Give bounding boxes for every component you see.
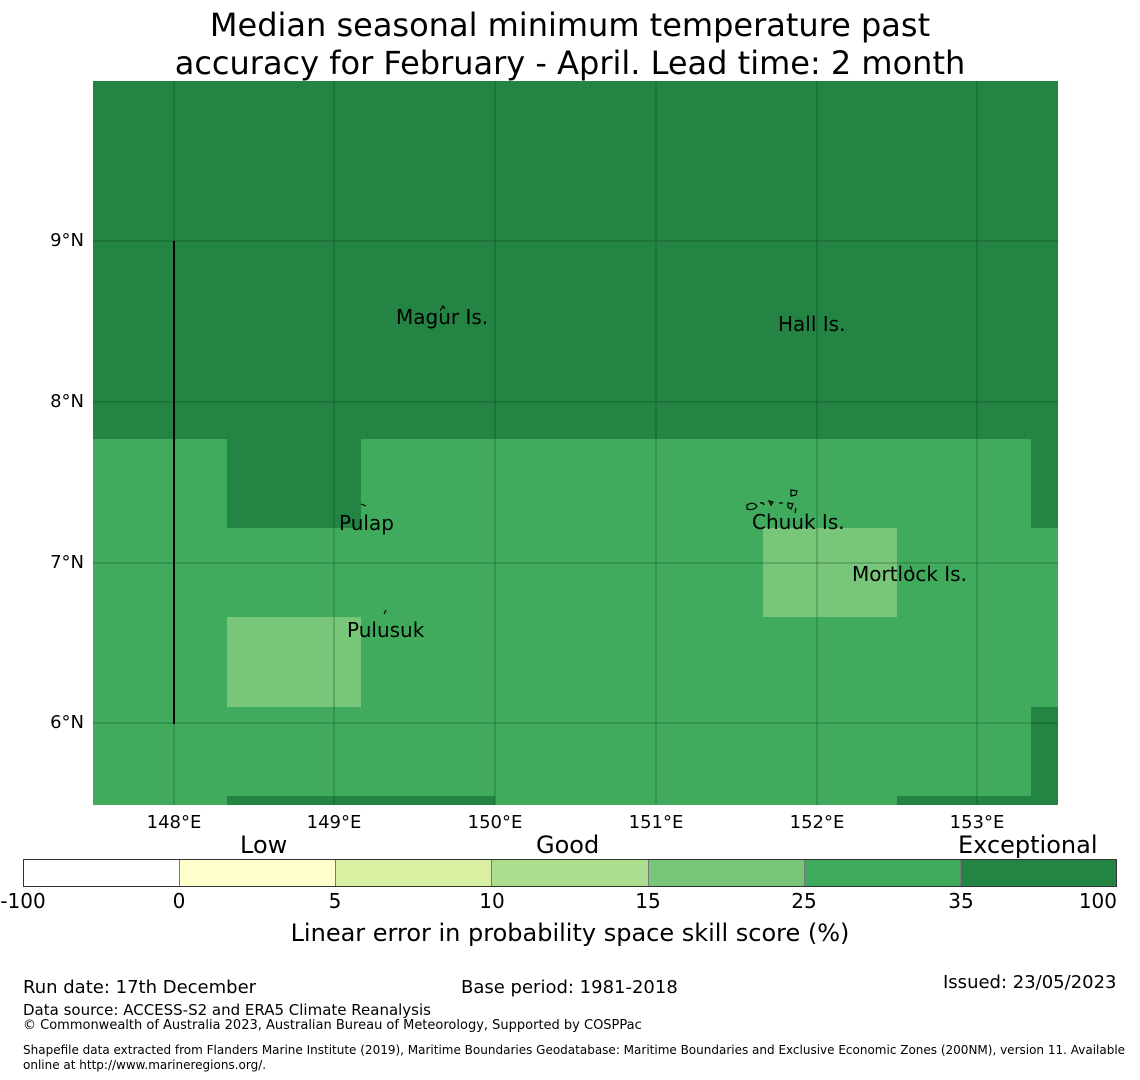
colorbar-title: Linear error in probability space skill … <box>290 919 850 947</box>
chuuk-island-outline-1 <box>746 502 758 511</box>
cell-good-southeast-strip <box>495 796 897 805</box>
colorbar-tick-label: 0 <box>172 889 186 913</box>
colorbar-box <box>960 860 1116 886</box>
colorbar-tick-label: 5 <box>328 889 342 913</box>
mortlock-island-outline <box>909 565 913 571</box>
pulap-island-outline <box>360 503 367 507</box>
colorbar-box <box>336 860 493 886</box>
place-label-pulap: Pulap <box>339 511 394 535</box>
colorbar-tick-label: 35 <box>948 889 974 913</box>
colorbar-box <box>180 860 337 886</box>
data-source: Data source: ACCESS-S2 and ERA5 Climate … <box>23 1001 431 1019</box>
colorbar-box <box>492 860 649 886</box>
chuuk-island-outline-6 <box>787 502 794 510</box>
colorbar-tick-label: 25 <box>791 889 817 913</box>
pulusuk-island-outline <box>383 609 387 615</box>
lon-label-148e: 148°E <box>146 812 202 833</box>
magur-island-outline <box>439 304 446 312</box>
island-outlines <box>360 304 913 615</box>
lat-label-8n: 8°N <box>50 391 84 412</box>
issued-date: Issued: 23/05/2023 <box>943 972 1117 993</box>
lat-label-6n: 6°N <box>50 712 84 733</box>
category-label-good: Good <box>536 831 600 859</box>
cell-good-east <box>1031 528 1058 707</box>
skill-score-map <box>93 81 1058 805</box>
cell-good-west <box>93 439 227 805</box>
colorbar-tick-label: 15 <box>635 889 661 913</box>
run-date: Run date: 17th December <box>23 977 257 998</box>
shapefile-credit-line-2: online at http://www.marineregions.org/. <box>23 1058 267 1072</box>
category-label-low: Low <box>240 831 288 859</box>
cell-good-center <box>361 439 1031 796</box>
lon-label-151e: 151°E <box>628 812 684 833</box>
cell-mid-mortlock <box>763 528 897 617</box>
map-title-line-1: Median seasonal minimum temperature past <box>209 6 931 44</box>
colorbar <box>23 859 1117 887</box>
map-title-line-2: accuracy for February - April. Lead time… <box>174 44 966 82</box>
lat-label-7n: 7°N <box>50 552 84 573</box>
lon-label-152e: 152°E <box>789 812 845 833</box>
place-label-hall: Hall Is. <box>778 312 846 336</box>
cell-mid-pulusuk <box>227 617 361 707</box>
base-period: Base period: 1981-2018 <box>461 977 678 998</box>
copyright-notice: © Commonwealth of Australia 2023, Austra… <box>23 1018 642 1033</box>
place-label-mortlock: Mortlock Is. <box>852 562 967 586</box>
category-label-exceptional: Exceptional <box>958 831 1098 859</box>
place-label-pulusuk: Pulusuk <box>347 618 425 642</box>
chuuk-island-outline-7 <box>794 507 797 514</box>
chuuk-island-outline-3 <box>767 500 774 507</box>
place-label-magur: Magur Is. <box>396 305 489 329</box>
colorbar-tick-label: 100 <box>1078 889 1117 913</box>
lon-label-149e: 149°E <box>306 812 362 833</box>
shapefile-credit-line-1: Shapefile data extracted from Flanders M… <box>23 1043 1126 1057</box>
skill-cells <box>93 439 1058 805</box>
chuuk-island-outline-5 <box>790 489 798 497</box>
lon-label-153e: 153°E <box>949 812 1005 833</box>
gridlines <box>93 81 1058 805</box>
colorbar-box <box>24 860 181 886</box>
colorbar-box <box>648 860 805 886</box>
colorbar-tick-label: 10 <box>479 889 505 913</box>
colorbar-tick-label: -100 <box>0 889 46 913</box>
place-label-chuuk: Chuuk Is. <box>752 510 845 534</box>
lat-label-9n: 9°N <box>50 230 84 251</box>
chuuk-island-outline-2 <box>759 502 765 506</box>
colorbar-box <box>804 860 961 886</box>
lon-label-150e: 150°E <box>467 812 523 833</box>
